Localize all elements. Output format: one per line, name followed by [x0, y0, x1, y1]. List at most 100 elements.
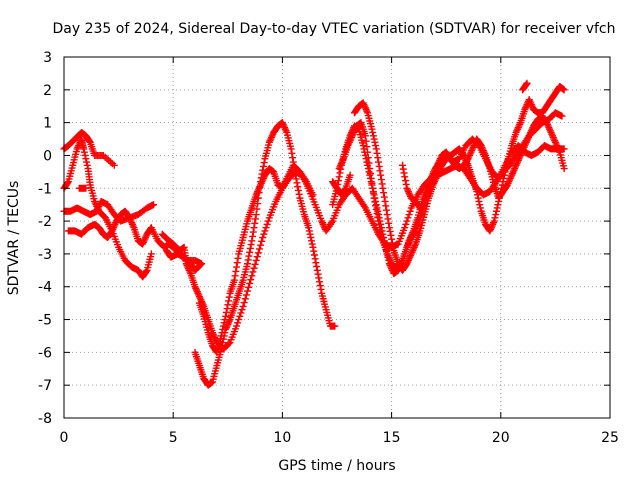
- data-point: [377, 171, 385, 179]
- data-point: [494, 201, 502, 209]
- data-point: [163, 248, 171, 256]
- data-point: [476, 201, 484, 209]
- data-point: [490, 217, 498, 225]
- data-point: [367, 174, 375, 182]
- data-point: [389, 243, 397, 251]
- data-point: [292, 171, 300, 179]
- data-point: [415, 203, 423, 211]
- data-point: [259, 162, 267, 170]
- data-point: [368, 179, 376, 187]
- data-points: [60, 79, 568, 389]
- data-point: [370, 135, 378, 143]
- data-point: [225, 297, 233, 305]
- data-point: [242, 291, 250, 299]
- data-point: [361, 132, 369, 140]
- data-point: [293, 179, 301, 187]
- data-point: [218, 329, 226, 337]
- data-point: [364, 148, 372, 156]
- data-point: [232, 267, 240, 275]
- data-point: [386, 227, 394, 235]
- data-point: [305, 227, 313, 235]
- data-point: [372, 145, 380, 153]
- data-point: [475, 197, 483, 205]
- data-point: [558, 112, 566, 120]
- data-point: [259, 234, 267, 241]
- data-point: [313, 266, 321, 274]
- data-point: [560, 145, 568, 153]
- data-point: [110, 161, 118, 169]
- y-tick-label: -2: [38, 214, 52, 230]
- data-point: [221, 316, 229, 324]
- y-tick-label: -6: [38, 345, 52, 361]
- data-point: [220, 319, 228, 327]
- y-tick-label: 1: [43, 116, 52, 132]
- data-point: [370, 194, 378, 202]
- data-point: [373, 209, 381, 217]
- x-tick-label: 25: [601, 430, 619, 446]
- data-point: [316, 282, 324, 290]
- data-point: [336, 169, 344, 177]
- data-point: [374, 154, 382, 162]
- y-tick-label: 0: [43, 148, 52, 164]
- data-point: [369, 128, 377, 136]
- data-point: [401, 177, 409, 185]
- data-point: [375, 220, 383, 228]
- data-point: [493, 204, 501, 212]
- chart-title: Day 235 of 2024, Sidereal Day-to-day VTE…: [52, 21, 615, 37]
- data-point: [399, 161, 407, 169]
- data-point: [368, 125, 376, 133]
- x-tick-label: 0: [60, 430, 69, 446]
- data-point: [371, 198, 379, 206]
- plot-frame: [63, 56, 611, 419]
- data-point: [243, 260, 251, 268]
- data-point: [372, 202, 380, 210]
- data-point: [369, 184, 377, 192]
- data-point: [334, 177, 342, 185]
- data-point: [335, 173, 343, 181]
- data-point: [241, 295, 249, 303]
- data-point: [246, 279, 254, 287]
- data-point: [64, 179, 72, 187]
- data-point: [83, 161, 91, 169]
- data-point: [260, 159, 268, 167]
- y-tick-label: -4: [38, 280, 52, 296]
- data-point: [250, 264, 258, 272]
- y-axis-label: SDTVAR / TECUs: [6, 181, 22, 296]
- data-point: [249, 268, 257, 276]
- data-point: [374, 213, 382, 221]
- data-point: [217, 332, 225, 340]
- data-point: [474, 194, 482, 202]
- data-point: [163, 247, 171, 255]
- data-point: [359, 142, 367, 150]
- data-point: [262, 224, 270, 232]
- data-point: [498, 181, 506, 189]
- data-point: [245, 252, 253, 260]
- data-point: [85, 137, 93, 145]
- data-point: [363, 143, 371, 151]
- y-tick-label: -5: [38, 313, 52, 329]
- data-point: [377, 176, 385, 184]
- data-point: [346, 171, 354, 179]
- data-point: [331, 322, 339, 330]
- data-point: [310, 251, 318, 259]
- data-point: [234, 254, 242, 262]
- data-point: [495, 197, 503, 205]
- data-point: [402, 220, 410, 228]
- data-point: [247, 241, 255, 249]
- data-point: [307, 234, 315, 241]
- data-point: [260, 230, 268, 238]
- data-point: [491, 214, 499, 222]
- data-point: [251, 260, 259, 268]
- data-point: [248, 272, 256, 280]
- data-point: [251, 215, 259, 223]
- data-point: [233, 263, 241, 271]
- data-point: [404, 214, 412, 222]
- data-point: [230, 276, 238, 284]
- data-point: [495, 194, 503, 202]
- data-point: [248, 237, 256, 245]
- data-point: [416, 204, 424, 212]
- data-point: [383, 211, 391, 219]
- data-point: [399, 165, 407, 173]
- data-point: [385, 219, 393, 227]
- data-point: [253, 253, 261, 261]
